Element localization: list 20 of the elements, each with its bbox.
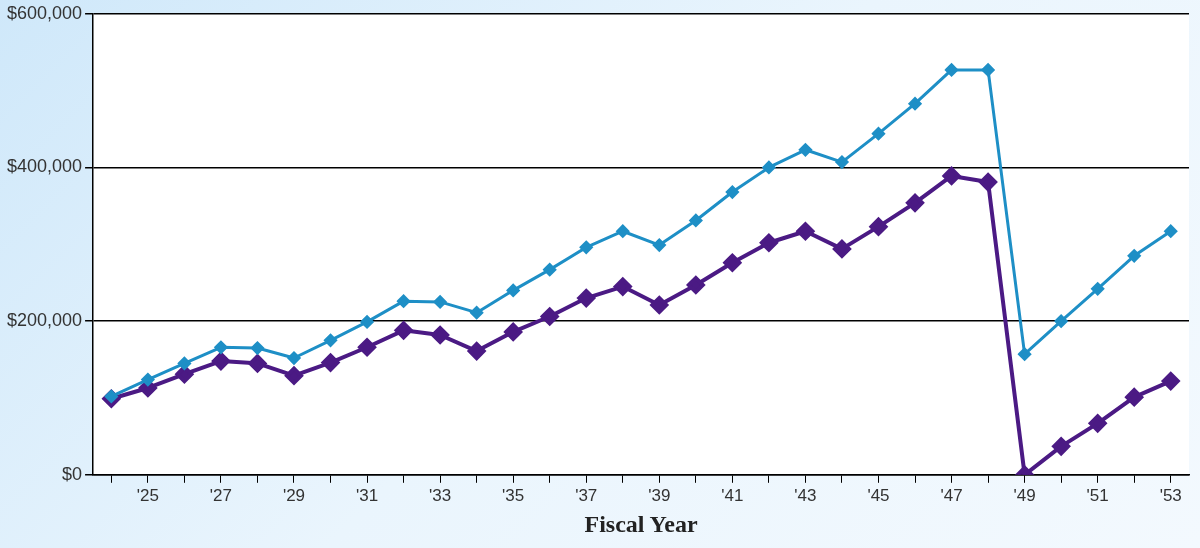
x-tick-label: '31	[355, 485, 379, 505]
x-tick-label: '41	[721, 485, 744, 505]
x-tick-label: '35	[502, 485, 525, 505]
y-tick-label: $0	[62, 463, 83, 484]
x-tick-label: '39	[648, 485, 671, 505]
y-tick-label: $600,000	[7, 2, 83, 23]
x-tick-label: '45	[867, 485, 890, 505]
x-tick-label: '27	[209, 485, 233, 505]
x-axis-title: Fiscal Year	[584, 510, 698, 537]
x-tick-label: '47	[940, 485, 963, 505]
x-tick-label: '43	[794, 485, 817, 505]
x-tick-label: '51	[1086, 485, 1109, 505]
x-tick-label: '49	[1013, 485, 1036, 505]
y-tick-label: $400,000	[7, 156, 83, 177]
x-tick-label: '25	[136, 485, 159, 505]
x-tick-label: '37	[575, 485, 598, 505]
x-tick-label: '33	[429, 485, 452, 505]
x-tick-label: '53	[1159, 485, 1182, 505]
y-tick-label: $200,000	[7, 310, 83, 331]
x-tick-label: '29	[282, 485, 306, 505]
